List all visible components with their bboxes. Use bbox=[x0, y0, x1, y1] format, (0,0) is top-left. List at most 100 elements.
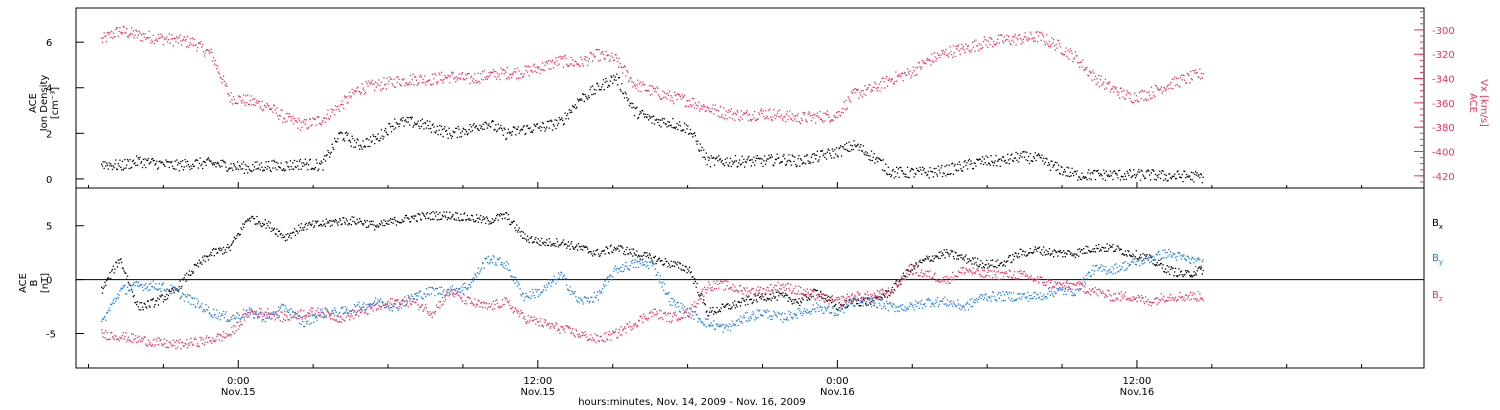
data-point-by bbox=[800, 312, 802, 315]
data-point-density bbox=[989, 164, 991, 166]
data-point-bx bbox=[334, 221, 336, 223]
data-point-bx bbox=[394, 220, 397, 222]
data-point-bx bbox=[1129, 255, 1132, 257]
data-point-velocity bbox=[274, 109, 276, 111]
data-point-velocity bbox=[394, 86, 397, 88]
data-point-bx bbox=[646, 252, 648, 254]
data-point-velocity bbox=[473, 82, 475, 84]
data-point-bx bbox=[1046, 253, 1048, 256]
data-point-velocity bbox=[1058, 40, 1060, 42]
data-point-bx bbox=[992, 259, 994, 261]
data-point-bx bbox=[281, 237, 283, 239]
data-point-density bbox=[150, 161, 152, 163]
data-point-density bbox=[811, 153, 813, 156]
data-point-density bbox=[990, 155, 992, 157]
data-point-velocity bbox=[585, 59, 587, 61]
data-point-velocity bbox=[121, 33, 123, 35]
data-point-density bbox=[277, 162, 279, 164]
data-point-bx bbox=[263, 223, 266, 225]
data-point-bx bbox=[618, 250, 620, 252]
data-point-by bbox=[641, 264, 643, 266]
data-point-by bbox=[681, 307, 683, 309]
data-point-density bbox=[1127, 172, 1129, 174]
data-point-bx bbox=[925, 258, 927, 260]
data-point-by bbox=[298, 322, 301, 324]
data-point-velocity bbox=[1166, 86, 1168, 88]
data-point-density bbox=[544, 130, 546, 132]
data-point-bx bbox=[425, 213, 428, 215]
data-point-density bbox=[308, 159, 311, 161]
data-point-bx bbox=[1012, 259, 1015, 261]
data-point-bx bbox=[206, 255, 208, 257]
data-point-density bbox=[399, 119, 402, 121]
data-point-bx bbox=[410, 216, 413, 218]
data-point-density bbox=[373, 135, 375, 138]
data-point-bx bbox=[399, 222, 401, 224]
data-point-bx bbox=[1078, 248, 1081, 250]
data-point-bx bbox=[219, 247, 221, 249]
data-point-density bbox=[673, 126, 676, 128]
data-point-bx bbox=[620, 245, 622, 247]
data-point-velocity bbox=[136, 36, 139, 39]
data-point-velocity bbox=[254, 104, 256, 107]
data-point-density bbox=[1153, 170, 1155, 172]
data-point-bx bbox=[552, 243, 555, 245]
data-point-bx bbox=[976, 264, 978, 266]
data-point-bx bbox=[1013, 255, 1016, 258]
data-point-velocity bbox=[729, 110, 732, 113]
data-point-density bbox=[764, 155, 766, 157]
data-point-by bbox=[579, 297, 581, 299]
data-point-bx bbox=[544, 244, 546, 247]
data-point-by bbox=[154, 288, 156, 290]
data-point-density bbox=[797, 157, 799, 160]
data-point-velocity bbox=[279, 115, 281, 117]
data-point-by bbox=[224, 313, 226, 315]
data-point-bx bbox=[1090, 250, 1092, 252]
data-point-velocity bbox=[675, 94, 677, 96]
data-point-by bbox=[617, 267, 620, 270]
data-point-velocity bbox=[1072, 61, 1074, 63]
data-point-by bbox=[403, 305, 405, 307]
data-point-velocity bbox=[293, 123, 295, 125]
data-point-density bbox=[537, 127, 539, 129]
data-point-bx bbox=[565, 243, 567, 245]
data-point-bx bbox=[460, 213, 462, 215]
data-point-density bbox=[217, 163, 220, 165]
data-point-velocity bbox=[553, 61, 555, 63]
data-point-velocity bbox=[765, 117, 767, 119]
data-point-by bbox=[833, 314, 835, 317]
data-point-by bbox=[348, 312, 350, 314]
data-point-velocity bbox=[1124, 98, 1127, 100]
data-point-bx bbox=[512, 220, 514, 222]
data-point-by bbox=[472, 280, 474, 282]
data-point-density bbox=[743, 158, 745, 160]
data-point-velocity bbox=[189, 42, 191, 44]
data-point-bx bbox=[865, 304, 868, 306]
data-point-bx bbox=[101, 286, 103, 289]
data-point-bx bbox=[312, 220, 314, 222]
data-point-density bbox=[121, 160, 124, 163]
data-point-velocity bbox=[886, 75, 888, 78]
data-point-bx bbox=[728, 308, 730, 310]
data-point-velocity bbox=[772, 116, 774, 118]
data-point-bx bbox=[136, 304, 138, 306]
data-point-by bbox=[176, 288, 178, 291]
data-point-bx bbox=[711, 310, 713, 312]
data-point-density bbox=[558, 116, 560, 119]
data-point-density bbox=[1084, 176, 1086, 178]
data-point-by bbox=[465, 287, 467, 289]
data-point-by bbox=[450, 287, 452, 289]
data-point-velocity bbox=[400, 85, 403, 87]
data-point-by bbox=[675, 306, 677, 308]
data-point-velocity bbox=[540, 69, 542, 71]
data-point-bx bbox=[977, 265, 980, 268]
data-point-velocity bbox=[834, 116, 836, 118]
data-point-density bbox=[962, 166, 965, 168]
data-point-density bbox=[212, 162, 215, 164]
data-point-bx bbox=[1039, 251, 1041, 253]
data-point-bx bbox=[845, 306, 847, 309]
data-point-bx bbox=[494, 219, 496, 221]
data-point-velocity bbox=[343, 107, 345, 110]
data-point-velocity bbox=[484, 76, 486, 79]
data-point-density bbox=[160, 162, 162, 164]
